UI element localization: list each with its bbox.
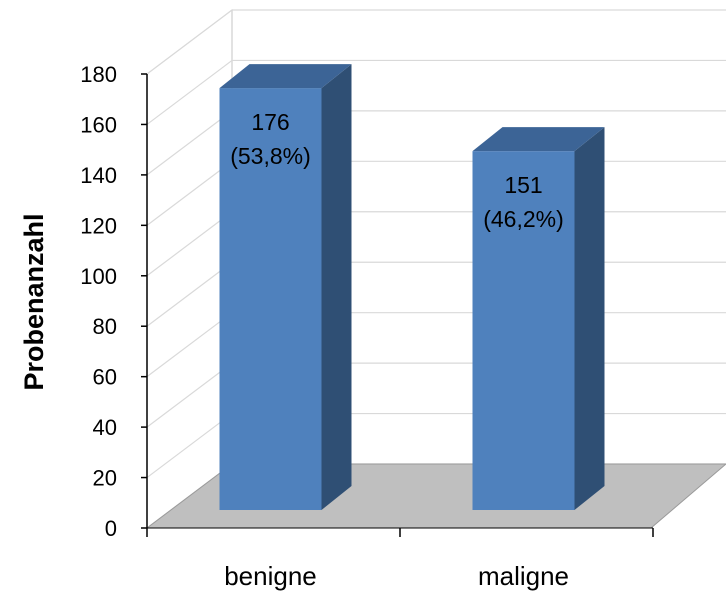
bar-side bbox=[321, 64, 352, 510]
data-label: 176 bbox=[251, 109, 289, 135]
y-tick-label: 20 bbox=[93, 466, 117, 491]
y-tick-label: 120 bbox=[80, 213, 117, 238]
y-tick-labels: 0 20 40 60 80 100 120 140 160 180 bbox=[80, 62, 117, 541]
data-label: (53,8%) bbox=[230, 143, 311, 169]
y-tick-label: 0 bbox=[105, 516, 117, 541]
bar-top bbox=[219, 64, 352, 89]
bar-front bbox=[219, 88, 322, 510]
chart-walls bbox=[146, 8, 233, 530]
bars: 176 (53,8%) 151 (46,2%) bbox=[219, 64, 605, 511]
bar-top bbox=[472, 127, 605, 152]
x-category-labels: benigne maligne bbox=[224, 561, 569, 591]
y-axis bbox=[141, 73, 654, 537]
y-axis-title: Probenanzahl bbox=[19, 213, 49, 390]
y-tick-label: 160 bbox=[80, 112, 117, 137]
x-category-label: benigne bbox=[224, 561, 317, 591]
bar-maligne: 151 (46,2%) bbox=[472, 127, 605, 511]
y-tick-label: 40 bbox=[93, 415, 117, 440]
data-label: 151 bbox=[504, 172, 542, 198]
data-label: (46,2%) bbox=[483, 206, 564, 232]
y-tick-label: 80 bbox=[93, 314, 117, 339]
gridline bbox=[146, 59, 726, 125]
side-wall bbox=[146, 8, 233, 530]
y-tick-label: 60 bbox=[93, 365, 117, 390]
y-tick-label: 140 bbox=[80, 163, 117, 188]
bar-front bbox=[472, 151, 575, 510]
y-tick-label: 180 bbox=[80, 62, 117, 87]
bar-side bbox=[574, 127, 605, 511]
y-tick-label: 100 bbox=[80, 264, 117, 289]
x-category-label: maligne bbox=[478, 561, 569, 591]
gridline bbox=[146, 9, 726, 75]
bar-benigne: 176 (53,8%) bbox=[219, 64, 352, 510]
